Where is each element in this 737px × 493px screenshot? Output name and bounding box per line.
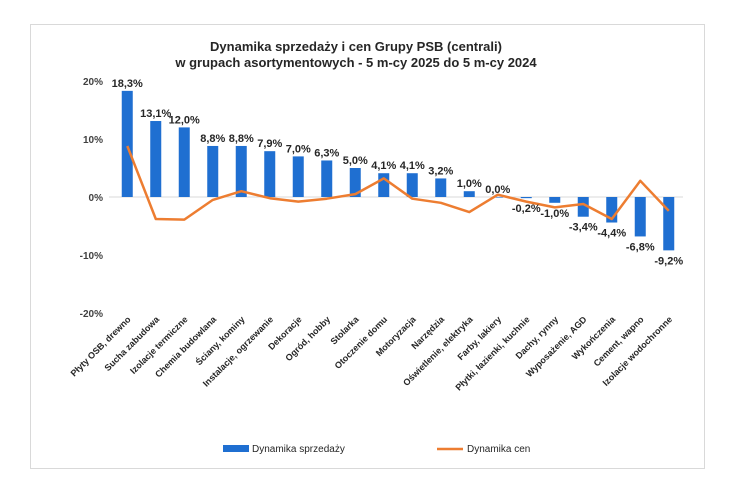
sales-bar (492, 197, 504, 198)
sales-bar (321, 160, 333, 197)
x-tick-label: Otoczenie domu (333, 314, 390, 371)
bar-data-label: -6,8% (626, 241, 655, 253)
sales-bar (264, 151, 276, 197)
sales-bar (606, 197, 618, 223)
bar-data-label: 4,1% (371, 160, 396, 172)
legend-swatch-sales (223, 445, 249, 452)
sales-bar (463, 191, 475, 197)
legend: Dynamika sprzedaży Dynamika cen (223, 444, 530, 455)
price-line (126, 145, 670, 221)
chart-title: Dynamika sprzedaży i cen Grupy PSB (cent… (210, 39, 502, 54)
bar-data-label: -4,4% (597, 228, 626, 240)
sales-bar (549, 197, 561, 203)
sales-bar (207, 145, 219, 197)
sales-bar (378, 173, 390, 197)
chart-subtitle: w grupach asortymentowych - 5 m-cy 2025 … (174, 55, 537, 70)
bar-data-label: -9,2% (654, 255, 683, 267)
bar-data-label: 8,8% (229, 133, 254, 145)
bar-data-label: 7,0% (286, 143, 311, 155)
bar-data-label: 4,1% (400, 160, 425, 172)
price-line-series (126, 145, 670, 221)
bar-data-label: -0,2% (512, 203, 541, 215)
sales-bar (235, 145, 247, 197)
y-axis: 20% 10% 0% -10% -20% (80, 77, 103, 320)
bar-data-label: 1,0% (457, 178, 482, 190)
bar-data-label: 0,0% (485, 184, 510, 196)
y-tick-label: 10% (83, 135, 103, 146)
legend-label-sales: Dynamika sprzedaży (252, 444, 345, 455)
bar-data-label: 12,0% (169, 114, 200, 126)
sales-bar (150, 121, 162, 197)
bar-data-label: -1,0% (540, 208, 569, 220)
chart: Dynamika sprzedaży i cen Grupy PSB (cent… (69, 39, 684, 455)
bar-series (121, 90, 675, 251)
x-tick-label: Cement, wapno (592, 314, 646, 368)
x-tick-label: Ściany, kominy (193, 314, 247, 368)
sales-bar (663, 197, 675, 251)
sales-bar (577, 197, 589, 217)
sales-bar (121, 90, 133, 197)
chart-frame: Dynamika sprzedaży i cen Grupy PSB (cent… (30, 24, 705, 469)
bar-data-label: 8,8% (200, 133, 225, 145)
bar-data-label: 6,3% (314, 147, 339, 159)
y-tick-label: -20% (80, 309, 103, 320)
y-tick-label: -10% (80, 251, 103, 262)
bar-data-label: 5,0% (343, 155, 368, 167)
sales-bar (634, 197, 646, 237)
sales-bar (520, 197, 532, 199)
bar-data-label: 13,1% (140, 108, 171, 120)
bar-data-labels: 18,3%13,1%12,0%8,8% 8,8% 7,9% 7,0% 6,3%5,0% 4… (112, 78, 684, 267)
sales-bar (406, 173, 418, 197)
y-tick-label: 0% (89, 193, 104, 204)
legend-label-prices: Dynamika cen (467, 444, 530, 455)
bar-data-label: 3,2% (428, 165, 453, 177)
bar-data-label: 7,9% (257, 138, 282, 150)
sales-bar (349, 168, 361, 197)
y-tick-label: 20% (83, 77, 103, 88)
bar-data-label: 18,3% (112, 78, 143, 90)
sales-bar (178, 127, 190, 197)
bar-data-label: -3,4% (569, 222, 598, 234)
sales-bar (435, 178, 447, 197)
sales-bar (292, 156, 304, 197)
